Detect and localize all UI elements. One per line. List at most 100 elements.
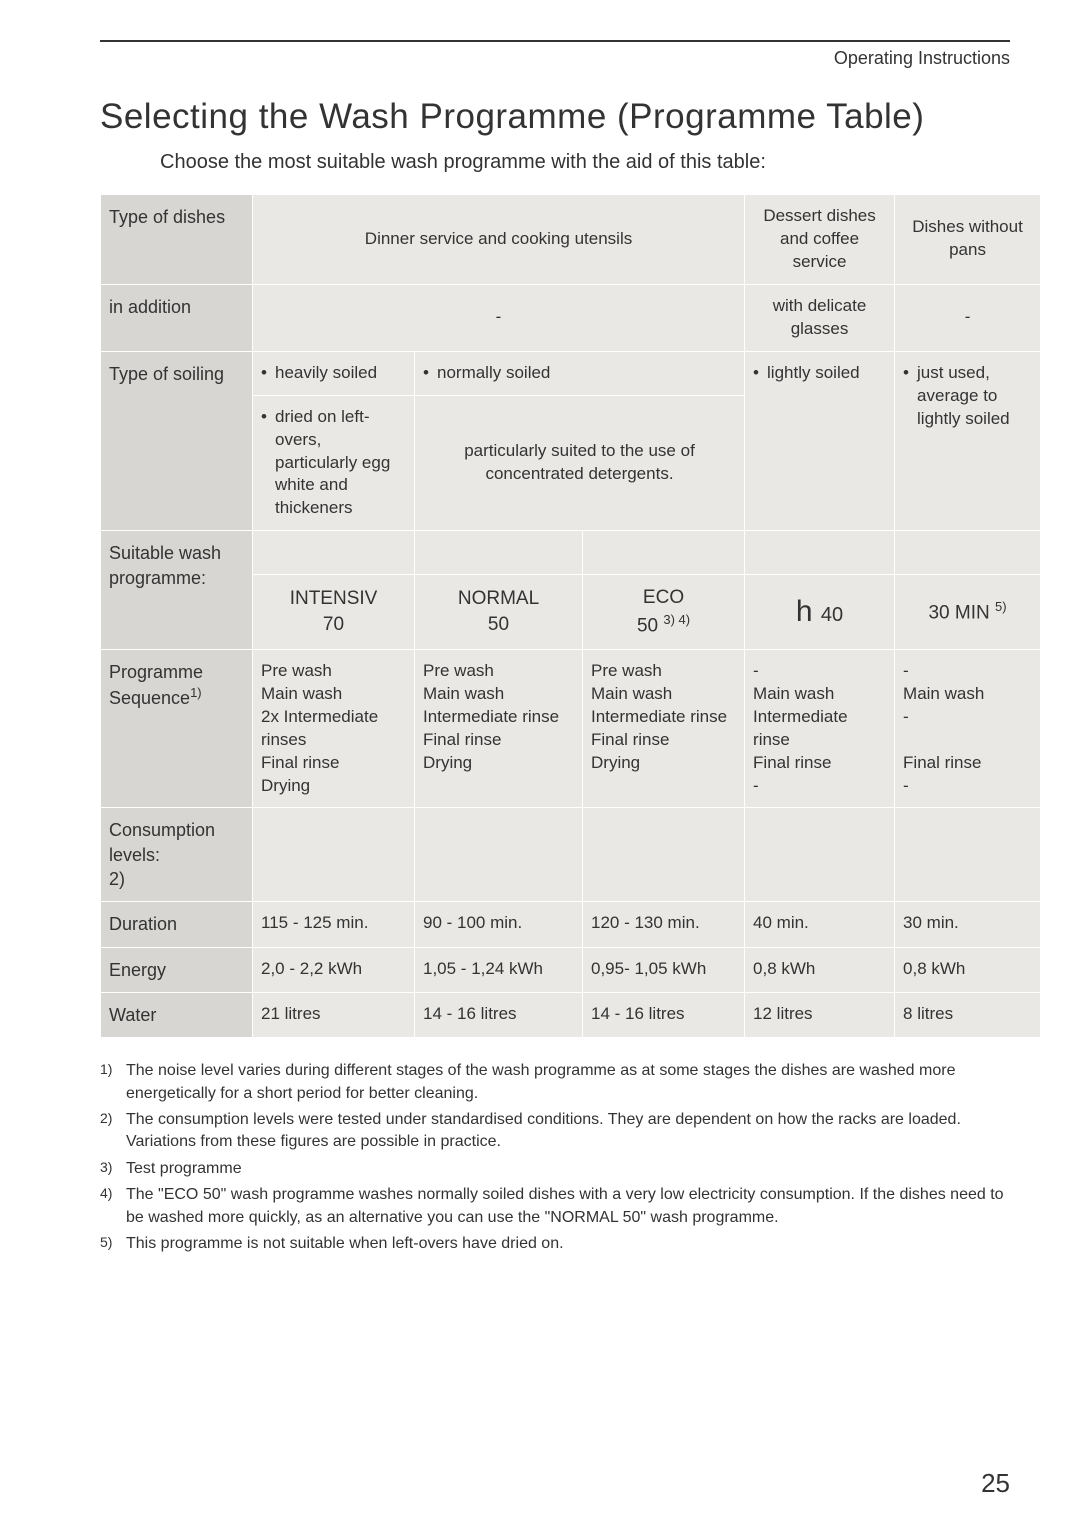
- cell-dishes-nopans: Dishes without pans: [895, 195, 1041, 285]
- p1b: 70: [323, 614, 344, 635]
- p3b: 50: [637, 615, 658, 636]
- dur-3: 120 - 130 min.: [583, 902, 745, 947]
- fn5-num: 5): [100, 1233, 126, 1255]
- prog-h40: h 40: [745, 575, 895, 650]
- fn4d: NORMAL 50: [550, 1209, 640, 1226]
- p5fn: 5): [995, 599, 1007, 614]
- blank-4: [745, 531, 895, 575]
- blank-1: [253, 531, 415, 575]
- row-type-dishes: Type of dishes Dinner service and cookin…: [101, 195, 1041, 285]
- en-4: 0,8 kWh: [745, 947, 895, 992]
- cell-addition-1: -: [253, 284, 745, 351]
- cons-5: [895, 808, 1041, 902]
- cons-1: [253, 808, 415, 902]
- cons-2: [415, 808, 583, 902]
- fn4b: ECO 50: [164, 1186, 221, 1203]
- label-suitable: Suitable wash programme:: [101, 531, 253, 650]
- cell-addition-2: with delicate glasses: [745, 284, 895, 351]
- row-water: Water 21 litres 14 - 16 litres 14 - 16 l…: [101, 992, 1041, 1037]
- label-soiling: Type of soiling: [101, 351, 253, 531]
- row-suitable-blank: Suitable wash programme:: [101, 531, 1041, 575]
- label-duration: Duration: [101, 902, 253, 947]
- seq-lbl-fn: 1): [190, 685, 202, 700]
- label-sequence: Programme Sequence1): [101, 649, 253, 808]
- seq-1: Pre wash Main wash 2x Intermediate rinse…: [253, 649, 415, 808]
- dur-4: 40 min.: [745, 902, 895, 947]
- en-1: 2,0 - 2,2 kWh: [253, 947, 415, 992]
- p2b: 50: [488, 614, 509, 635]
- fn4e: " wash programme.: [640, 1209, 778, 1226]
- row-soiling-top: Type of soiling heavily soiled normally …: [101, 351, 1041, 395]
- wa-3: 14 - 16 litres: [583, 992, 745, 1037]
- blank-2: [415, 531, 583, 575]
- soiling-heavy: heavily soiled: [261, 362, 406, 385]
- en-2: 1,05 - 1,24 kWh: [415, 947, 583, 992]
- p2a: NORMAL: [458, 588, 539, 609]
- en-3: 0,95- 1,05 kWh: [583, 947, 745, 992]
- fn3-num: 3): [100, 1158, 126, 1180]
- p1a: INTENSIV: [290, 588, 378, 609]
- cons-3: [583, 808, 745, 902]
- label-consumption: Consumption levels: 2): [101, 808, 253, 902]
- seq-lbl: Programme Sequence: [109, 662, 203, 708]
- header-right-text: Operating Instructions: [834, 48, 1010, 69]
- fn5-text: This programme is not suitable when left…: [126, 1233, 1010, 1255]
- soiling-justused: just used, average to lightly soiled: [903, 362, 1032, 431]
- p4b: 40: [821, 604, 843, 626]
- label-energy: Energy: [101, 947, 253, 992]
- seq-2: Pre wash Main wash Intermediate rinse Fi…: [415, 649, 583, 808]
- footnotes: 1)The noise level varies during differen…: [100, 1060, 1010, 1255]
- cell-soiling-c: lightly soiled: [745, 351, 895, 531]
- prog-normal: NORMAL 50: [415, 575, 583, 650]
- blank-3: [583, 531, 745, 575]
- p3fn: 3) 4): [663, 612, 690, 627]
- fn4a: The ": [126, 1186, 164, 1203]
- fn3-text: Test programme: [126, 1158, 1010, 1180]
- row-in-addition: in addition - with delicate glasses -: [101, 284, 1041, 351]
- cons-4: [745, 808, 895, 902]
- prog-30min: 30 MIN 5): [895, 575, 1041, 650]
- fn1-num: 1): [100, 1060, 126, 1105]
- cell-addition-3: -: [895, 284, 1041, 351]
- wa-5: 8 litres: [895, 992, 1041, 1037]
- prog-eco: ECO 50 3) 4): [583, 575, 745, 650]
- row-duration: Duration 115 - 125 min. 90 - 100 min. 12…: [101, 902, 1041, 947]
- fn1-text: The noise level varies during different …: [126, 1060, 1010, 1105]
- soiling-dried: dried on left-overs, particularly egg wh…: [261, 406, 406, 521]
- cell-soiling-a-top: heavily soiled: [253, 351, 415, 395]
- p4a: h: [796, 595, 813, 628]
- footnote-3: 3)Test programme: [100, 1158, 1010, 1180]
- label-type-dishes: Type of dishes: [101, 195, 253, 285]
- cell-soiling-a-bot: dried on left-overs, particularly egg wh…: [253, 395, 415, 531]
- blank-5: [895, 531, 1041, 575]
- cell-dessert: Dessert dishes and coffee service: [745, 195, 895, 285]
- header-rule: [100, 40, 1010, 42]
- intro-text: Choose the most suitable wash programme …: [160, 151, 1010, 174]
- cell-soiling-d: just used, average to lightly soiled: [895, 351, 1041, 531]
- page-header: Operating Instructions: [100, 48, 1010, 69]
- fn2-num: 2): [100, 1109, 126, 1154]
- cell-soiling-b-bot: particularly suited to the use of concen…: [415, 395, 745, 531]
- page-title: Selecting the Wash Programme (Programme …: [100, 97, 1010, 137]
- cell-soiling-b-top: normally soiled: [415, 351, 745, 395]
- wa-2: 14 - 16 litres: [415, 992, 583, 1037]
- fn4-text: The "ECO 50" wash programme washes norma…: [126, 1184, 1010, 1229]
- row-energy: Energy 2,0 - 2,2 kWh 1,05 - 1,24 kWh 0,9…: [101, 947, 1041, 992]
- seq-4: - Main wash Intermediate rinse Final rin…: [745, 649, 895, 808]
- prog-intensiv: INTENSIV 70: [253, 575, 415, 650]
- en-5: 0,8 kWh: [895, 947, 1041, 992]
- cell-dinner-service: Dinner service and cooking utensils: [253, 195, 745, 285]
- label-in-addition: in addition: [101, 284, 253, 351]
- row-sequence: Programme Sequence1) Pre wash Main wash …: [101, 649, 1041, 808]
- seq-5: - Main wash - Final rinse -: [895, 649, 1041, 808]
- wa-1: 21 litres: [253, 992, 415, 1037]
- row-consumption: Consumption levels: 2): [101, 808, 1041, 902]
- p3a: ECO: [643, 587, 684, 608]
- footnote-1: 1)The noise level varies during differen…: [100, 1060, 1010, 1105]
- label-water: Water: [101, 992, 253, 1037]
- footnote-2: 2)The consumption levels were tested und…: [100, 1109, 1010, 1154]
- fn2-text: The consumption levels were tested under…: [126, 1109, 1010, 1154]
- soiling-normal: normally soiled: [423, 362, 736, 385]
- footnote-5: 5)This programme is not suitable when le…: [100, 1233, 1010, 1255]
- page-number: 25: [981, 1468, 1010, 1499]
